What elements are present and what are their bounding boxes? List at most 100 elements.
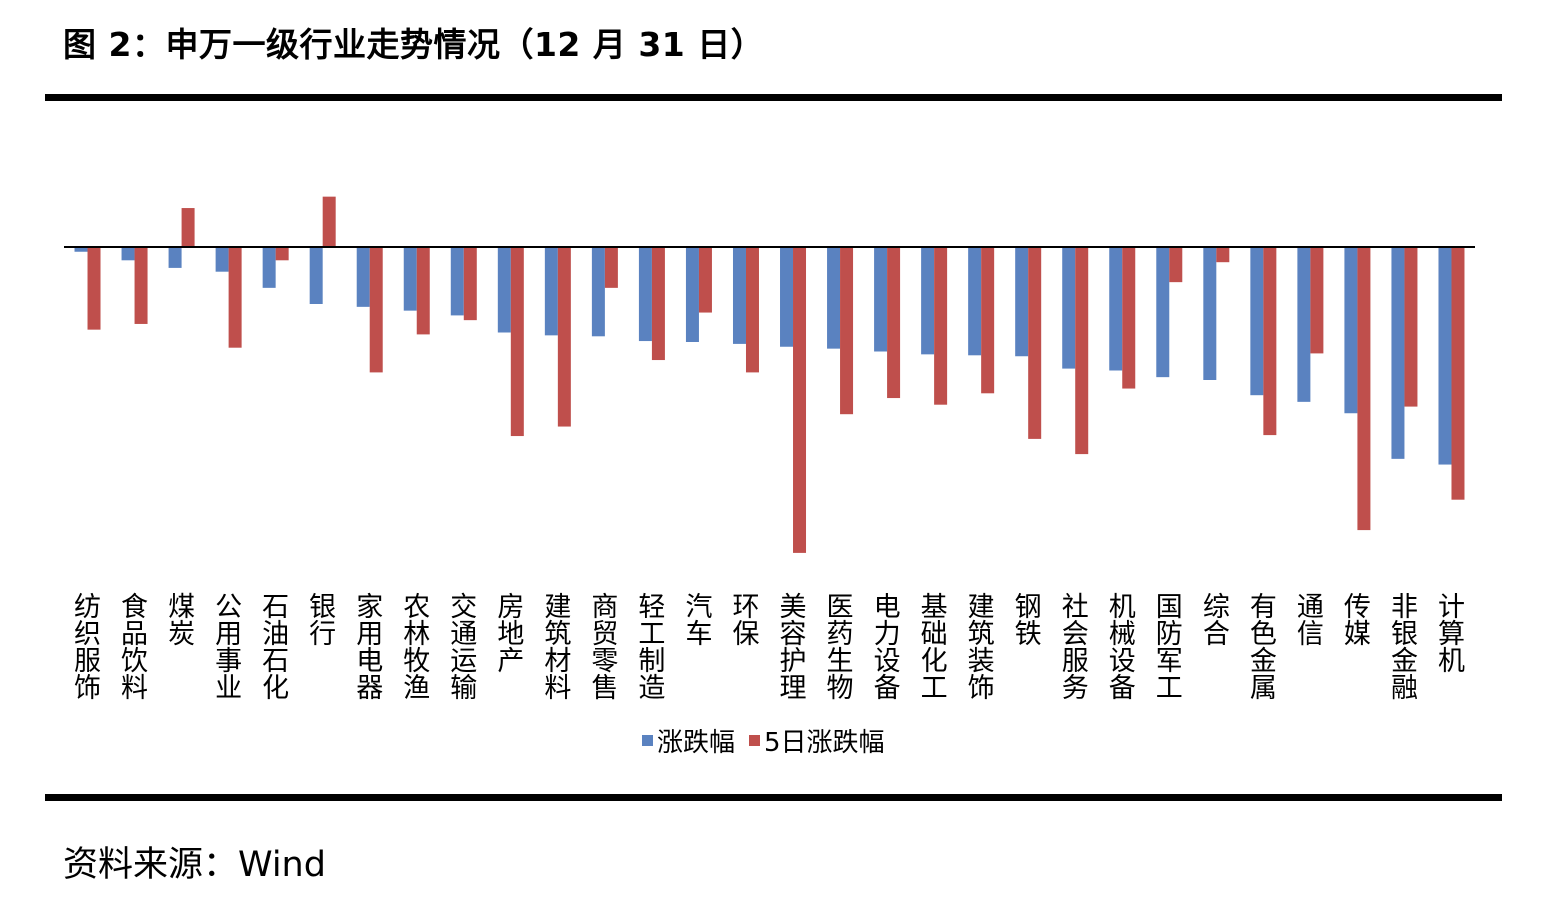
bar-series-2: [134, 247, 148, 324]
bar-series-1: [780, 247, 794, 347]
bar-series-2: [604, 247, 618, 288]
category-label: 计算机: [1438, 592, 1465, 677]
bar-series-1: [827, 247, 841, 349]
category-label: 通信: [1297, 592, 1324, 650]
bar-series-1: [1297, 247, 1311, 402]
category-label: 非银金融: [1391, 592, 1418, 704]
category-label: 石油石化: [262, 592, 289, 704]
bar-series-1: [1203, 247, 1217, 380]
category-label: 商贸零售: [591, 592, 618, 704]
bar-series-2: [698, 247, 712, 313]
bar-series-1: [1344, 247, 1358, 414]
bar-series-2: [745, 247, 759, 373]
bar-series-1: [497, 247, 511, 333]
bar-series-2: [793, 247, 807, 553]
legend-label-1: 涨跌幅: [657, 728, 735, 758]
category-label: 基础化工: [921, 592, 948, 704]
category-label: 银行: [309, 592, 336, 650]
category-label: 汽车: [685, 592, 712, 650]
bar-series-2: [87, 247, 101, 330]
bar-series-2: [840, 247, 854, 415]
bar-series-2: [887, 247, 901, 399]
category-label: 房地产: [497, 592, 524, 677]
bar-series-1: [732, 247, 746, 344]
bar-series-1: [921, 247, 935, 355]
bar-series-2: [1169, 247, 1183, 283]
category-label: 综合: [1203, 592, 1230, 650]
bar-series-2: [369, 247, 383, 373]
category-label: 有色金属: [1250, 592, 1277, 704]
category-label: 传媒: [1344, 592, 1371, 650]
bar-series-1: [309, 247, 323, 304]
bar-series-1: [544, 247, 558, 336]
category-label: 美容护理: [780, 592, 807, 704]
bar-series-2: [1028, 247, 1042, 439]
category-label: 纺织服饰: [74, 592, 101, 704]
bar-series-2: [1075, 247, 1089, 455]
bar-series-2: [651, 247, 665, 361]
bar-series-2: [1404, 247, 1418, 407]
source-note: 资料来源：Wind: [63, 845, 326, 885]
bar-series-1: [685, 247, 699, 342]
category-label: 钢铁: [1015, 592, 1042, 650]
bar-series-1: [1391, 247, 1405, 459]
bar-series-2: [981, 247, 995, 394]
bar-series-1: [968, 247, 982, 356]
bar-series-2: [1357, 247, 1371, 531]
bar-series-2: [1310, 247, 1324, 354]
bar-chart: 纺织服饰食品饮料煤炭公用事业石油石化银行家用电器农林牧渔交通运输房地产建筑材料商…: [64, 196, 1475, 758]
bar-series-1: [1438, 247, 1452, 465]
bar-series-2: [510, 247, 524, 437]
bar-series-2: [557, 247, 571, 427]
bar-series-2: [322, 196, 336, 247]
bar-series-1: [74, 247, 88, 252]
bar-series-1: [356, 247, 370, 307]
bar-series-2: [1451, 247, 1465, 500]
bottom-rule: [45, 794, 1502, 801]
category-label: 建筑装饰: [968, 592, 995, 704]
category-label: 社会服务: [1062, 592, 1089, 704]
bar-series-2: [463, 247, 477, 321]
bar-series-1: [168, 247, 182, 268]
figure-title: 图 2：申万一级行业走势情况（12 月 31 日）: [63, 25, 765, 64]
bar-series-1: [1250, 247, 1264, 396]
category-label: 家用电器: [356, 592, 383, 704]
category-label: 电力设备: [874, 592, 901, 704]
bar-series-1: [1109, 247, 1123, 371]
legend-swatch-2: [749, 735, 760, 746]
category-label: 轻工制造: [638, 592, 665, 704]
bar-series-1: [121, 247, 135, 261]
bar-series-2: [1216, 247, 1230, 263]
category-label: 农林牧渔: [403, 592, 430, 704]
bar-series-1: [450, 247, 464, 316]
top-rule: [45, 94, 1502, 101]
legend: 涨跌幅 5日涨跌幅: [642, 728, 885, 758]
category-label: 交通运输: [450, 592, 477, 704]
bar-series-1: [1156, 247, 1170, 378]
bar-series-2: [181, 208, 195, 247]
category-label: 食品饮料: [121, 592, 148, 704]
bar-series-1: [215, 247, 229, 272]
legend-swatch-1: [642, 735, 653, 746]
bar-series-2: [934, 247, 948, 405]
bar-series-2: [1263, 247, 1277, 436]
category-label: 公用事业: [215, 592, 242, 704]
bar-series-2: [416, 247, 430, 335]
bar-series-2: [275, 247, 289, 261]
bar-series-2: [1122, 247, 1136, 389]
bar-series-2: [228, 247, 242, 348]
category-labels: 纺织服饰食品饮料煤炭公用事业石油石化银行家用电器农林牧渔交通运输房地产建筑材料商…: [74, 592, 1465, 704]
bar-series-1: [638, 247, 652, 342]
category-label: 国防军工: [1156, 592, 1183, 704]
bar-series-1: [1015, 247, 1029, 357]
category-label: 环保: [732, 592, 759, 650]
bars-group: [74, 196, 1465, 553]
category-label: 建筑材料: [544, 592, 571, 704]
bar-series-1: [262, 247, 276, 288]
category-label: 医药生物: [827, 592, 854, 704]
category-label: 煤炭: [168, 592, 195, 650]
bar-series-1: [591, 247, 605, 337]
legend-label-2: 5日涨跌幅: [764, 728, 885, 758]
bar-series-1: [874, 247, 888, 352]
category-label: 机械设备: [1109, 592, 1136, 704]
